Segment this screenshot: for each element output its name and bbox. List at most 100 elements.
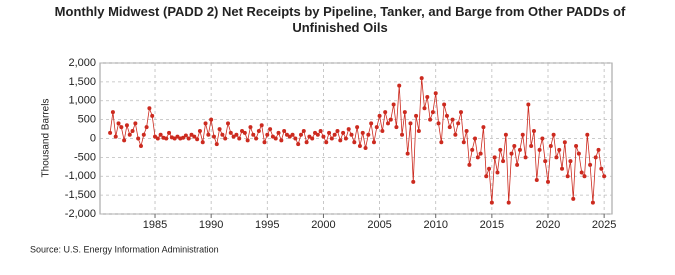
data-point xyxy=(529,144,534,149)
x-tick-label: 1985 xyxy=(143,219,167,231)
data-point xyxy=(321,134,326,139)
data-point xyxy=(147,106,152,111)
data-point xyxy=(116,121,121,126)
data-point xyxy=(130,128,135,133)
data-point xyxy=(335,128,340,133)
data-point xyxy=(175,134,180,139)
data-point xyxy=(343,136,348,141)
data-point xyxy=(464,128,469,133)
data-point xyxy=(141,132,146,137)
data-point xyxy=(444,113,449,118)
data-point xyxy=(164,136,169,141)
data-point xyxy=(397,83,402,88)
x-tick-label: 2020 xyxy=(536,219,560,231)
data-point xyxy=(273,136,278,141)
data-point xyxy=(433,91,438,96)
data-point xyxy=(256,128,261,133)
data-point xyxy=(503,132,508,137)
data-point xyxy=(259,123,264,128)
data-point xyxy=(108,130,113,135)
data-point xyxy=(557,147,562,152)
data-point xyxy=(478,151,483,156)
data-point xyxy=(579,170,584,175)
data-point xyxy=(329,136,334,141)
data-point xyxy=(506,200,511,205)
data-point xyxy=(475,155,480,160)
data-point xyxy=(251,132,256,137)
data-point xyxy=(562,140,567,145)
data-point xyxy=(430,110,435,115)
data-point xyxy=(349,132,354,137)
data-point xyxy=(571,196,576,201)
data-point xyxy=(357,144,362,149)
data-point xyxy=(181,135,186,140)
data-point xyxy=(489,200,494,205)
data-point xyxy=(276,130,281,135)
data-point xyxy=(282,128,287,133)
data-point xyxy=(402,110,407,115)
data-point xyxy=(369,121,374,126)
data-point xyxy=(195,137,200,142)
x-tick-label: 2000 xyxy=(311,219,335,231)
data-point xyxy=(565,174,570,179)
data-point xyxy=(548,144,553,149)
data-point xyxy=(447,125,452,130)
data-point xyxy=(254,136,259,141)
data-point xyxy=(209,117,214,122)
data-point xyxy=(183,133,188,138)
data-point xyxy=(568,159,573,164)
data-point xyxy=(360,130,365,135)
data-point xyxy=(223,136,228,141)
data-point xyxy=(422,106,427,111)
data-point xyxy=(144,125,149,130)
data-point xyxy=(228,130,233,135)
data-point xyxy=(200,140,205,145)
data-point xyxy=(242,130,247,135)
data-point xyxy=(231,134,236,139)
y-tick-label: -500 xyxy=(74,151,96,163)
data-point xyxy=(150,113,155,118)
data-point xyxy=(167,130,172,135)
data-point xyxy=(192,134,197,139)
data-point xyxy=(585,132,590,137)
x-tick-label: 1990 xyxy=(199,219,223,231)
y-tick-label: 1,000 xyxy=(68,95,96,107)
data-point xyxy=(158,132,163,137)
data-point xyxy=(487,166,492,171)
data-point xyxy=(380,128,385,133)
data-point xyxy=(416,128,421,133)
x-tick-label: 1995 xyxy=(255,219,279,231)
data-point xyxy=(593,155,598,160)
data-point xyxy=(470,147,475,152)
data-point xyxy=(467,162,472,167)
data-point xyxy=(574,144,579,149)
data-point xyxy=(461,140,466,145)
data-point xyxy=(436,121,441,126)
data-point xyxy=(394,125,399,130)
data-point xyxy=(138,144,143,149)
data-point xyxy=(237,136,242,141)
data-point xyxy=(262,140,267,145)
data-point xyxy=(419,76,424,81)
data-point xyxy=(453,132,458,137)
data-point xyxy=(537,147,542,152)
y-axis-label: Thousand Barrels xyxy=(41,99,52,178)
data-point xyxy=(414,113,419,118)
data-point xyxy=(560,166,565,171)
data-point xyxy=(582,174,587,179)
data-point xyxy=(318,128,323,133)
data-point xyxy=(338,138,343,143)
data-point xyxy=(366,132,371,137)
data-point xyxy=(226,121,230,126)
y-tick-label: -2,000 xyxy=(65,208,96,220)
data-point xyxy=(304,140,309,145)
data-point xyxy=(602,174,607,179)
data-point xyxy=(501,159,506,164)
data-point xyxy=(153,134,158,139)
data-point xyxy=(377,113,382,118)
chart-title: Monthly Midwest (PADD 2) Net Receipts by… xyxy=(54,4,626,35)
data-point xyxy=(383,110,388,115)
data-point xyxy=(411,179,416,184)
data-point xyxy=(270,134,275,139)
